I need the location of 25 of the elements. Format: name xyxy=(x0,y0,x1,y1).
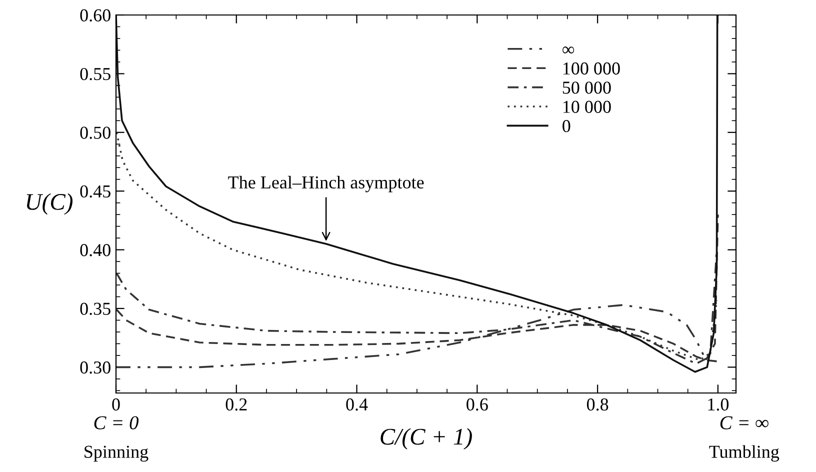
legend-label: ∞ xyxy=(562,46,574,54)
y-tick-label: 0.40 xyxy=(80,244,110,256)
x-tick-label: 0.6 xyxy=(466,398,488,411)
y-axis-title: U(C) xyxy=(26,193,73,215)
legend-label: 0 xyxy=(562,120,570,132)
text: Tumbling xyxy=(709,445,780,462)
annotation: The Leal–Hinch asymptote xyxy=(228,176,424,192)
text: Spinning xyxy=(84,446,148,462)
x-axis-title: C/(C + 1) xyxy=(380,428,472,450)
y-tick-label: 0.55 xyxy=(80,68,110,80)
legend-label: 50 000 xyxy=(562,82,611,94)
y-tick-label: 0.45 xyxy=(80,185,110,198)
legend-label: 10 000 xyxy=(563,100,611,113)
y-tick-label: 0.60 xyxy=(80,9,110,22)
y-tick-label: 0.50 xyxy=(80,126,110,139)
y-tick-label: 0.30 xyxy=(80,361,110,374)
text: C = 0 xyxy=(94,416,139,430)
y-tick-label: 0.35 xyxy=(80,302,110,315)
x-tick-label: 0.2 xyxy=(226,398,247,411)
x-tick-label: 0.8 xyxy=(586,398,608,411)
x-tick-label: 0.4 xyxy=(346,398,368,411)
legend-label: 100 000 xyxy=(563,62,620,75)
text: C = ∞ xyxy=(720,416,768,430)
x-tick-label: 1.0 xyxy=(708,398,729,411)
x-tick-label: 0 xyxy=(112,398,120,411)
